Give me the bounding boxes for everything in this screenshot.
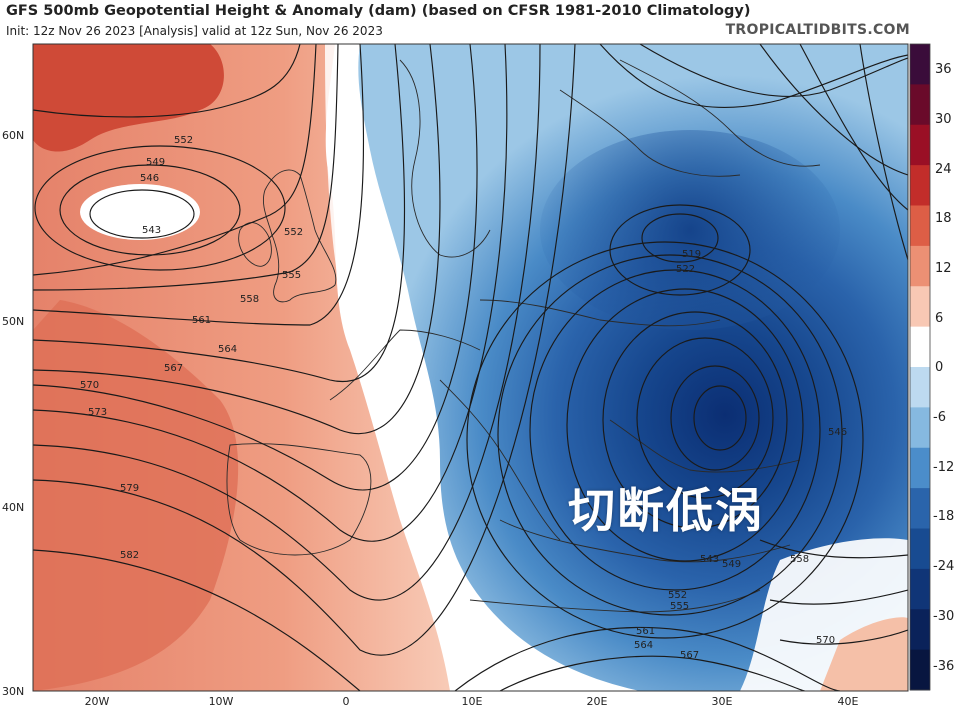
colorbar-swatch bbox=[910, 286, 930, 328]
contour-label: 579 bbox=[120, 483, 139, 494]
colorbar-swatch bbox=[910, 245, 930, 287]
lon-tick-label: 10E bbox=[462, 695, 483, 708]
contour-label: 573 bbox=[88, 407, 107, 418]
lat-axis: 60N 50N 40N 30N bbox=[2, 129, 24, 698]
lon-axis: 20W 10W 0 10E 20E 30E 40E bbox=[85, 695, 859, 708]
colorbar-label: -30 bbox=[933, 609, 954, 624]
anomaly-colorbar: 36 30 24 18 12 6 0 -6 -12 -18 -24 -30 -3… bbox=[909, 43, 954, 691]
lon-tick-label: 0 bbox=[343, 695, 350, 708]
contour-567 bbox=[33, 44, 441, 435]
contour-label: 522 bbox=[676, 264, 695, 275]
contour-label: 543 bbox=[700, 554, 719, 565]
colorbar-swatch bbox=[910, 84, 930, 126]
colorbar-swatch bbox=[910, 367, 930, 408]
contour-label: 582 bbox=[120, 550, 139, 561]
contour-570 bbox=[33, 44, 478, 491]
contour-label: 564 bbox=[634, 640, 653, 651]
contour-label: 555 bbox=[670, 601, 689, 612]
brand-watermark: TROPICALTIDBITS.COM bbox=[725, 22, 910, 38]
contour-label: 558 bbox=[790, 554, 809, 565]
colorbar-label: 18 bbox=[935, 211, 952, 226]
colorbar-label: -6 bbox=[933, 410, 946, 425]
contour-label: 552 bbox=[668, 590, 687, 601]
contour-555 bbox=[33, 44, 317, 276]
colorbar-label: 36 bbox=[935, 62, 952, 77]
colorbar-swatch bbox=[910, 649, 930, 691]
colorbar-swatch bbox=[910, 124, 930, 166]
contour-label: 549 bbox=[146, 157, 165, 168]
lon-tick-label: 40E bbox=[838, 695, 859, 708]
contour-label: 558 bbox=[240, 294, 259, 305]
contour-label: 570 bbox=[80, 380, 99, 391]
colorbar-swatch bbox=[910, 44, 930, 85]
contour-label: 552 bbox=[174, 135, 193, 146]
contour-573 bbox=[33, 44, 508, 542]
contour-label: 546 bbox=[140, 173, 159, 184]
contour-582 bbox=[33, 549, 361, 691]
colorbar-swatch bbox=[910, 407, 930, 449]
colorbar-swatch bbox=[910, 528, 930, 570]
weak-anomaly-center bbox=[80, 184, 200, 240]
contour-label: 567 bbox=[680, 650, 699, 661]
contour-label: 561 bbox=[636, 626, 655, 637]
contour-label: 549 bbox=[722, 559, 741, 570]
colorbar-label: -36 bbox=[933, 659, 954, 674]
colorbar-label: -12 bbox=[933, 460, 954, 475]
map-subtitle: Init: 12z Nov 26 2023 [Analysis] valid a… bbox=[6, 24, 383, 38]
contour-561 bbox=[33, 44, 365, 326]
contour-label: 555 bbox=[282, 270, 301, 281]
contour-564 bbox=[33, 44, 406, 382]
colorbar-swatch bbox=[910, 609, 930, 651]
positive-anomaly-core bbox=[33, 44, 224, 152]
lat-tick-label: 50N bbox=[2, 315, 24, 328]
contour-576 bbox=[33, 44, 541, 601]
lon-tick-label: 30E bbox=[712, 695, 733, 708]
contour-labels: 552 549 546 543 552 555 558 561 564 567 … bbox=[80, 135, 847, 661]
colorbar-swatch bbox=[910, 488, 930, 530]
contour-label: 564 bbox=[218, 344, 237, 355]
colorbar-swatch bbox=[910, 326, 930, 368]
contour-label: 570 bbox=[816, 635, 835, 646]
contour-label: 552 bbox=[284, 227, 303, 238]
colorbar-label: 0 bbox=[935, 360, 943, 375]
colorbar-frame bbox=[909, 43, 931, 691]
colorbar-label: -24 bbox=[933, 559, 954, 574]
colorbar-swatch bbox=[910, 447, 930, 489]
contour-546 bbox=[59, 164, 241, 256]
colorbar-label: -18 bbox=[933, 509, 954, 524]
contour-558 bbox=[33, 44, 339, 291]
contour-label: 561 bbox=[192, 315, 211, 326]
lat-tick-label: 30N bbox=[2, 685, 24, 698]
colorbar-label: 30 bbox=[935, 112, 952, 127]
colorbar-label: 12 bbox=[935, 261, 952, 276]
contour-label: 567 bbox=[164, 363, 183, 374]
colorbar-label: 24 bbox=[935, 162, 952, 177]
colorbar-swatch bbox=[910, 205, 930, 247]
map-frame bbox=[32, 43, 909, 692]
contour-579 bbox=[33, 44, 576, 656]
lon-tick-label: 20E bbox=[587, 695, 608, 708]
contour-label: 543 bbox=[142, 225, 161, 236]
contour-549 bbox=[34, 145, 286, 271]
lon-tick-label: 20W bbox=[85, 695, 110, 708]
colorbar-swatch bbox=[910, 568, 930, 610]
colorbar-swatches bbox=[910, 44, 930, 691]
lat-tick-label: 40N bbox=[2, 501, 24, 514]
lat-tick-label: 60N bbox=[2, 129, 24, 142]
contour-label: 519 bbox=[682, 249, 701, 260]
contour-552-west bbox=[33, 44, 301, 118]
contour-label: 546 bbox=[828, 427, 847, 438]
height-contours bbox=[33, 44, 908, 691]
colorbar-label: 6 bbox=[935, 311, 943, 326]
contour-543 bbox=[89, 189, 195, 239]
cutoff-low-annotation: 切断低涡 bbox=[568, 484, 764, 539]
lon-tick-label: 10W bbox=[209, 695, 234, 708]
map-title: GFS 500mb Geopotential Height & Anomaly … bbox=[6, 3, 751, 19]
colorbar-swatch bbox=[910, 165, 930, 207]
